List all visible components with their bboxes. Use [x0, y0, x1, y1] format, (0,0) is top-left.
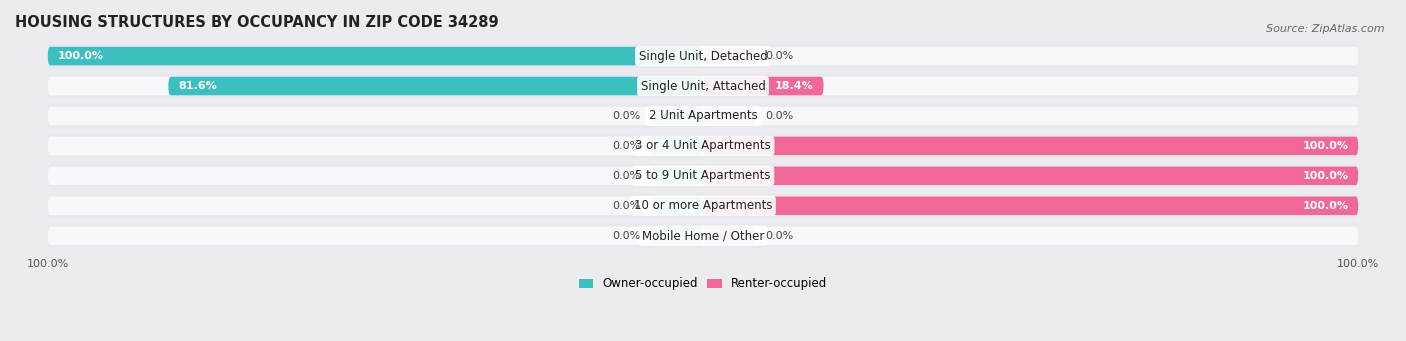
- FancyBboxPatch shape: [48, 104, 1358, 128]
- FancyBboxPatch shape: [48, 134, 1358, 158]
- FancyBboxPatch shape: [48, 47, 1358, 65]
- Text: Single Unit, Detached: Single Unit, Detached: [638, 49, 768, 63]
- FancyBboxPatch shape: [48, 166, 1358, 185]
- FancyBboxPatch shape: [703, 77, 824, 95]
- Text: 0.0%: 0.0%: [613, 171, 641, 181]
- Text: 100.0%: 100.0%: [58, 51, 104, 61]
- Legend: Owner-occupied, Renter-occupied: Owner-occupied, Renter-occupied: [574, 273, 832, 295]
- Text: 81.6%: 81.6%: [179, 81, 217, 91]
- FancyBboxPatch shape: [48, 44, 1358, 68]
- Text: 0.0%: 0.0%: [765, 51, 793, 61]
- FancyBboxPatch shape: [703, 166, 1358, 185]
- FancyBboxPatch shape: [651, 107, 703, 125]
- Text: 0.0%: 0.0%: [765, 111, 793, 121]
- Text: Source: ZipAtlas.com: Source: ZipAtlas.com: [1267, 24, 1385, 34]
- Text: 0.0%: 0.0%: [765, 231, 793, 241]
- Text: 5 to 9 Unit Apartments: 5 to 9 Unit Apartments: [636, 169, 770, 182]
- FancyBboxPatch shape: [651, 196, 703, 215]
- FancyBboxPatch shape: [48, 196, 1358, 215]
- FancyBboxPatch shape: [651, 137, 703, 155]
- FancyBboxPatch shape: [703, 47, 755, 65]
- Text: 100.0%: 100.0%: [1302, 141, 1348, 151]
- Text: 0.0%: 0.0%: [613, 231, 641, 241]
- FancyBboxPatch shape: [651, 166, 703, 185]
- FancyBboxPatch shape: [651, 226, 703, 245]
- Text: 0.0%: 0.0%: [613, 141, 641, 151]
- FancyBboxPatch shape: [48, 107, 1358, 125]
- Text: 0.0%: 0.0%: [613, 201, 641, 211]
- FancyBboxPatch shape: [48, 164, 1358, 188]
- Text: 2 Unit Apartments: 2 Unit Apartments: [648, 109, 758, 122]
- Text: HOUSING STRUCTURES BY OCCUPANCY IN ZIP CODE 34289: HOUSING STRUCTURES BY OCCUPANCY IN ZIP C…: [15, 15, 499, 30]
- Text: 18.4%: 18.4%: [775, 81, 814, 91]
- FancyBboxPatch shape: [703, 107, 755, 125]
- Text: Mobile Home / Other: Mobile Home / Other: [641, 229, 765, 242]
- FancyBboxPatch shape: [48, 77, 1358, 95]
- Text: 10 or more Apartments: 10 or more Apartments: [634, 199, 772, 212]
- FancyBboxPatch shape: [703, 196, 1358, 215]
- FancyBboxPatch shape: [703, 226, 755, 245]
- FancyBboxPatch shape: [48, 226, 1358, 245]
- Text: 3 or 4 Unit Apartments: 3 or 4 Unit Apartments: [636, 139, 770, 152]
- Text: 100.0%: 100.0%: [1302, 201, 1348, 211]
- FancyBboxPatch shape: [48, 193, 1358, 218]
- Text: Single Unit, Attached: Single Unit, Attached: [641, 79, 765, 92]
- FancyBboxPatch shape: [169, 77, 703, 95]
- FancyBboxPatch shape: [48, 137, 1358, 155]
- FancyBboxPatch shape: [48, 223, 1358, 248]
- Text: 100.0%: 100.0%: [1302, 171, 1348, 181]
- FancyBboxPatch shape: [48, 74, 1358, 98]
- FancyBboxPatch shape: [48, 47, 703, 65]
- FancyBboxPatch shape: [703, 137, 1358, 155]
- Text: 0.0%: 0.0%: [613, 111, 641, 121]
